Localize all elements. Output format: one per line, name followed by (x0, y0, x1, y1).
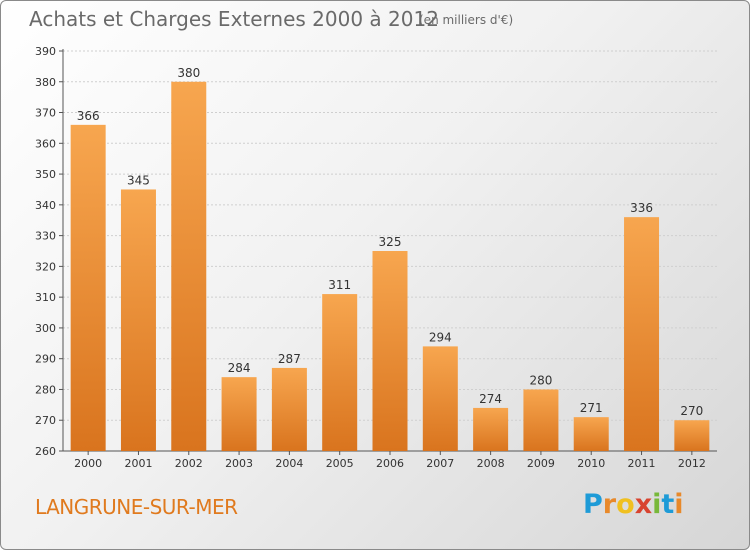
y-tick-label: 260 (35, 445, 56, 458)
y-tick-label: 280 (35, 383, 56, 396)
y-tick-label: 370 (35, 107, 56, 120)
x-tick-label: 2006 (376, 457, 404, 470)
bar-2010 (573, 417, 609, 451)
bar-2004 (271, 367, 307, 451)
x-tick-label: 2001 (124, 457, 152, 470)
bar-2012 (674, 420, 710, 451)
x-tick-label: 2011 (628, 457, 656, 470)
axes: 2602702802903003103203303403503603703803… (35, 45, 717, 470)
bar-2008 (473, 407, 509, 451)
data-label: 287 (278, 352, 301, 366)
bar-2006 (372, 251, 408, 451)
y-tick-label: 310 (35, 291, 56, 304)
data-label: 336 (630, 201, 653, 215)
bar-2005 (322, 294, 358, 451)
x-tick-label: 2003 (225, 457, 253, 470)
logo-letter: t (661, 489, 675, 520)
logo-letter: o (616, 489, 635, 520)
x-tick-label: 2012 (678, 457, 706, 470)
bar-2002 (171, 81, 207, 452)
data-labels: 366 345 380 284 287 311 325 294 274 280 271 336 270 (77, 66, 704, 418)
x-tick-label: 2004 (275, 457, 303, 470)
logo-letter: x (634, 489, 653, 520)
data-label: 280 (529, 373, 552, 387)
commune-name: LANGRUNE-SUR-MER (35, 495, 238, 519)
y-tick-label: 340 (35, 199, 56, 212)
y-tick-label: 320 (35, 260, 56, 273)
x-tick-label: 2009 (527, 457, 555, 470)
data-label: 284 (228, 361, 251, 375)
data-label: 274 (479, 392, 502, 406)
proxiti-logo[interactable]: Proxiti (583, 489, 684, 520)
data-label: 270 (680, 404, 703, 418)
logo-letter: i (674, 489, 684, 520)
y-tick-label: 350 (35, 168, 56, 181)
bar-2007 (422, 346, 458, 451)
y-tick-label: 290 (35, 353, 56, 366)
y-tick-label: 300 (35, 322, 56, 335)
bar-2003 (221, 377, 257, 451)
x-tick-label: 2008 (477, 457, 505, 470)
bar-2001 (120, 189, 156, 451)
bar-2009 (523, 389, 559, 451)
chart-title: Achats et Charges Externes 2000 à 2012 (29, 7, 439, 31)
x-tick-label: 2010 (577, 457, 605, 470)
logo-letter: i (652, 489, 662, 520)
logo-letter: P (583, 489, 603, 520)
data-label: 325 (379, 235, 402, 249)
y-tick-label: 380 (35, 76, 56, 89)
chart-unit: (en milliers d'€) (419, 13, 514, 27)
data-label: 311 (328, 278, 351, 292)
x-tick-label: 2000 (74, 457, 102, 470)
x-tick-label: 2002 (175, 457, 203, 470)
data-label: 366 (77, 109, 100, 123)
bar-2011 (624, 217, 660, 451)
data-label: 294 (429, 330, 452, 344)
data-label: 345 (127, 173, 150, 187)
y-tick-label: 390 (35, 45, 56, 58)
y-tick-label: 330 (35, 230, 56, 243)
y-tick-label: 360 (35, 137, 56, 150)
logo-letter: r (602, 489, 617, 520)
data-label: 271 (580, 401, 603, 415)
y-tick-label: 270 (35, 414, 56, 427)
data-label: 380 (177, 66, 200, 80)
x-tick-label: 2007 (426, 457, 454, 470)
x-tick-label: 2005 (326, 457, 354, 470)
bars (70, 81, 710, 452)
bar-2000 (70, 124, 106, 451)
